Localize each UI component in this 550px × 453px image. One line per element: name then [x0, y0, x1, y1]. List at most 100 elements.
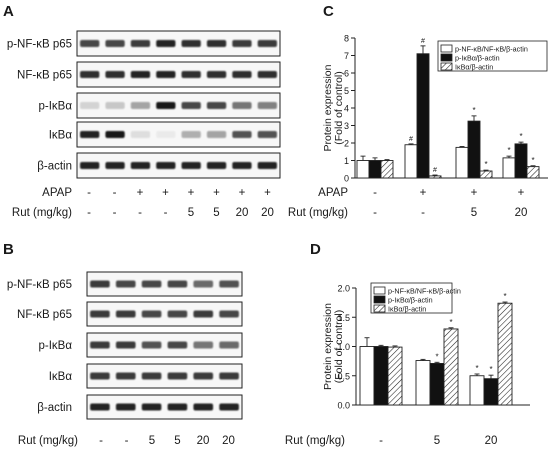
bar-p-i-b-actin [514, 143, 528, 179]
band-label-nf-b-p65: NF-κB p65 [17, 309, 72, 321]
bar-p-i-b-actin [429, 363, 445, 406]
band-label-p-i-b: p-IκBα [39, 340, 73, 352]
panel-letter-c: C [323, 3, 334, 20]
blot-band [257, 71, 277, 78]
significance-mark: # [409, 136, 413, 143]
legend-label-p-i-b-actin: p-IκBα/β-actin [388, 296, 433, 305]
blot-band [181, 102, 201, 109]
blot-strip-actin [76, 152, 281, 179]
treatment-value: - [379, 435, 383, 447]
blot-band [156, 71, 176, 78]
legend-swatch-p-nf-b-nf-b-actin [373, 286, 386, 295]
blot-band [141, 280, 162, 288]
treatment-label-rut-mg-kg: Rut (mg/kg) [285, 435, 345, 447]
blot-band [219, 372, 239, 380]
blot-band [90, 341, 110, 349]
y-axis-label: (Fold of control) [333, 310, 345, 384]
blot-band [90, 372, 110, 380]
legend-label-i-b-actin: IκBα/β-actin [388, 305, 426, 314]
blot-band [181, 40, 201, 47]
blot-band [130, 71, 151, 78]
treatment-value: 5 [434, 435, 440, 447]
treatment-value: - [87, 207, 91, 219]
legend-label-p-nf-b-nf-b-actin: p-NF-κB/NF-κB/β-actin [388, 287, 461, 296]
blot-band [167, 280, 188, 288]
significance-mark: * [503, 292, 506, 301]
y-tick-label: 1.5 [337, 313, 350, 323]
blot-band [90, 280, 110, 288]
band-label-p-i-b: p-IκBα [39, 101, 73, 113]
blot-strip-p-nf-b-p65 [86, 271, 243, 297]
legend-label-p-i-b-actin: p-IκBα/β-actin [455, 54, 500, 63]
bar-p-nf-b-nf-b-actin [469, 375, 485, 406]
band-label-p-nf-b-p65: p-NF-κB p65 [7, 279, 72, 291]
y-tick-label: 1.0 [337, 342, 350, 352]
blot-band [105, 71, 125, 78]
treatment-label-apap: APAP [318, 187, 348, 199]
blot-band [232, 162, 252, 169]
bar-p-nf-b-nf-b-actin [415, 360, 431, 406]
bar-p-i-b-actin [483, 378, 499, 406]
blot-band [257, 102, 277, 109]
blot-band [141, 403, 162, 411]
blot-band [167, 403, 188, 411]
blot-band [105, 40, 125, 47]
blot-band [90, 310, 110, 318]
panel-letter-d: D [310, 241, 321, 258]
y-tick-label: 1 [344, 156, 349, 166]
y-tick-label: 5 [344, 86, 349, 96]
blot-band [115, 372, 136, 380]
treatment-value: - [99, 435, 103, 447]
band-label-actin: β-actin [37, 402, 72, 414]
bar-p-i-b-actin [373, 346, 389, 406]
bar-i-b-actin [526, 166, 540, 179]
treatment-label-rut-mg-kg: Rut (mg/kg) [12, 207, 72, 219]
blot-band [181, 162, 201, 169]
blot-strip-nf-b-p65 [86, 301, 243, 327]
treatment-value: + [137, 187, 144, 199]
blot-strip-i-b [76, 121, 281, 148]
treatment-label-rut-mg-kg: Rut (mg/kg) [288, 207, 348, 219]
treatment-value: + [471, 187, 478, 199]
blot-band [80, 162, 100, 169]
legend-label-p-nf-b-nf-b-actin: p-NF-κB/NF-κB/β-actin [455, 45, 528, 54]
blot-band [80, 71, 100, 78]
chart-legend: p-NF-κB/NF-κB/β-actinp-IκBα/β-actinIκBα/… [370, 282, 461, 314]
chart-legend: p-NF-κB/NF-κB/β-actinp-IκBα/β-actinIκBα/… [437, 40, 548, 72]
treatment-value: + [239, 187, 246, 199]
significance-mark: * [519, 132, 522, 141]
treatment-value: + [213, 187, 220, 199]
blot-band [206, 162, 227, 169]
blot-band [130, 162, 151, 169]
blot-panel-b: Bp-NF-κB p65 NF-κB p65 p-IκBα IκBα β-actin Ru… [3, 241, 243, 447]
treatment-value: - [113, 187, 117, 199]
y-tick-label: 4 [344, 104, 349, 114]
significance-mark: * [507, 146, 510, 155]
treatment-value: 5 [149, 435, 155, 447]
treatment-value: - [125, 435, 129, 447]
significance-mark: * [472, 106, 475, 115]
treatment-value: - [138, 207, 142, 219]
blot-band [130, 40, 151, 47]
blot-band [257, 162, 277, 169]
y-tick-label: 7 [344, 51, 349, 61]
bar-i-b-actin [380, 160, 394, 179]
blot-band [167, 372, 188, 380]
treatment-label-apap: APAP [42, 187, 72, 199]
blot-band [219, 310, 239, 318]
legend-swatch-p-i-b-actin [440, 53, 453, 62]
y-axis-label: Protein expression [322, 64, 334, 151]
treatment-value: + [264, 187, 271, 199]
blot-band [130, 131, 151, 138]
blot-band [232, 102, 252, 109]
band-label-i-b: IκBα [49, 130, 73, 142]
bar-i-b-actin [443, 328, 459, 406]
blot-band [167, 310, 188, 318]
treatment-value: - [421, 207, 425, 219]
blot-strip-p-i-b [86, 332, 243, 358]
blot-band [115, 403, 136, 411]
blot-frame [86, 394, 243, 420]
significance-mark: * [489, 365, 492, 374]
y-tick-label: 3 [344, 121, 349, 131]
